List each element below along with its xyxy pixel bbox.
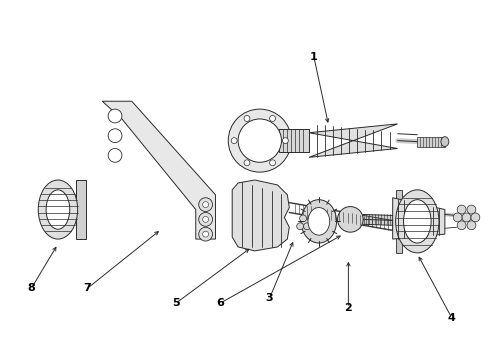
- Ellipse shape: [395, 190, 439, 253]
- Text: 6: 6: [217, 298, 224, 308]
- Ellipse shape: [228, 109, 291, 172]
- Ellipse shape: [46, 190, 70, 229]
- Circle shape: [108, 109, 122, 123]
- Polygon shape: [309, 124, 397, 157]
- Circle shape: [467, 221, 476, 230]
- Circle shape: [300, 215, 307, 222]
- Ellipse shape: [238, 119, 281, 162]
- Circle shape: [203, 202, 209, 208]
- Ellipse shape: [308, 208, 330, 235]
- Circle shape: [244, 116, 250, 121]
- Circle shape: [199, 198, 213, 212]
- Bar: [279, 129, 309, 152]
- Circle shape: [108, 129, 122, 143]
- Text: 5: 5: [172, 298, 180, 308]
- Ellipse shape: [404, 200, 431, 243]
- Circle shape: [270, 160, 275, 166]
- Polygon shape: [232, 180, 289, 251]
- Circle shape: [467, 205, 476, 214]
- Bar: [395, 190, 401, 253]
- Ellipse shape: [301, 200, 337, 243]
- Polygon shape: [392, 198, 445, 239]
- Circle shape: [199, 212, 213, 226]
- Circle shape: [338, 207, 363, 232]
- Circle shape: [457, 205, 466, 214]
- Text: 3: 3: [266, 293, 273, 303]
- Text: 7: 7: [84, 283, 91, 293]
- Circle shape: [457, 221, 466, 230]
- Text: 1: 1: [310, 52, 318, 62]
- Circle shape: [471, 213, 480, 222]
- Bar: [75, 180, 85, 239]
- Circle shape: [231, 138, 237, 144]
- Text: 8: 8: [27, 283, 35, 293]
- Circle shape: [462, 213, 471, 222]
- Circle shape: [311, 223, 318, 230]
- Ellipse shape: [441, 137, 449, 147]
- Circle shape: [453, 213, 462, 222]
- Bar: [417, 137, 445, 147]
- Circle shape: [308, 215, 315, 222]
- Circle shape: [244, 160, 250, 166]
- Polygon shape: [102, 101, 216, 239]
- Text: 4: 4: [448, 313, 456, 323]
- Circle shape: [199, 227, 213, 241]
- Circle shape: [304, 223, 311, 230]
- Circle shape: [296, 223, 304, 230]
- Circle shape: [108, 148, 122, 162]
- Ellipse shape: [38, 180, 77, 239]
- Circle shape: [203, 216, 209, 222]
- Text: 2: 2: [344, 303, 352, 313]
- Circle shape: [282, 138, 288, 144]
- Circle shape: [203, 231, 209, 237]
- Circle shape: [270, 116, 275, 121]
